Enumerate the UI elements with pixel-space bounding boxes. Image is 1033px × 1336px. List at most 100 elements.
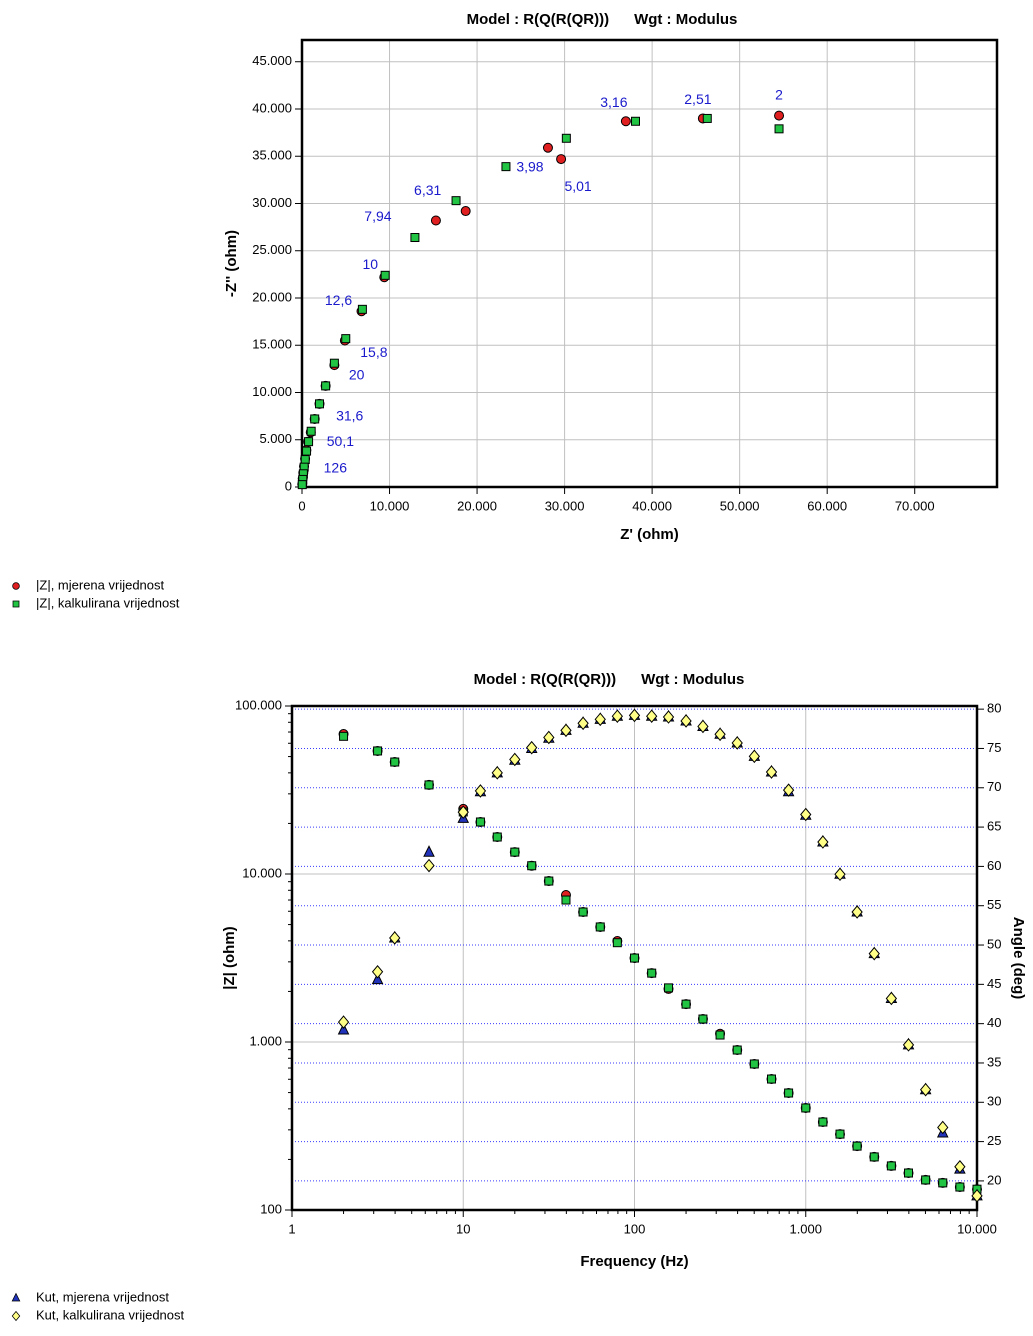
point <box>341 334 351 344</box>
point <box>767 1074 777 1084</box>
point <box>715 1030 725 1040</box>
x-axis-title: Z' (ohm) <box>620 526 679 543</box>
x-tick-label: 1.000 <box>789 1221 822 1236</box>
point <box>321 381 331 391</box>
y-tick-label: 20.000 <box>252 289 292 304</box>
y-tick-label: 100 <box>260 1201 282 1216</box>
y2-tick-label: 30 <box>987 1094 1001 1109</box>
point-label: 6,31 <box>414 182 441 198</box>
point <box>410 233 420 243</box>
point <box>423 858 435 873</box>
point <box>561 895 571 905</box>
point <box>11 1292 21 1302</box>
y-tick-label: 0 <box>285 478 292 493</box>
point-label: 15,8 <box>360 344 387 360</box>
point-label: 2 <box>775 86 783 102</box>
plot-frame <box>290 704 979 1212</box>
point-label: 50,1 <box>327 433 354 449</box>
point <box>556 154 567 165</box>
point <box>561 133 571 143</box>
point <box>389 931 401 945</box>
point <box>304 437 314 447</box>
point <box>451 196 461 206</box>
point <box>390 757 400 767</box>
point <box>731 736 743 750</box>
x-tick-label: 40.000 <box>632 498 672 513</box>
point <box>457 805 469 819</box>
point <box>800 807 812 822</box>
point <box>765 765 778 779</box>
point <box>315 399 325 409</box>
point <box>646 709 658 724</box>
point <box>337 1015 350 1029</box>
point <box>526 740 538 755</box>
point <box>424 780 434 790</box>
point <box>578 907 588 917</box>
point <box>749 1059 759 1069</box>
point <box>628 708 641 723</box>
point <box>474 784 487 798</box>
x-tick-label: 10 <box>456 1221 470 1236</box>
y-axis-title: -Z'' (ohm) <box>223 230 240 297</box>
point <box>302 446 312 456</box>
point <box>310 414 320 424</box>
y2-axis-title: Angle (deg) <box>1010 917 1027 1000</box>
point <box>697 719 709 734</box>
y2-tick-label: 70 <box>987 779 1001 794</box>
point-label: 7,94 <box>364 208 391 224</box>
y2-tick-label: 75 <box>987 740 1001 755</box>
y2-tick-label: 25 <box>987 1133 1001 1148</box>
point <box>620 116 631 127</box>
point <box>306 426 316 436</box>
point-label: 10 <box>362 256 378 272</box>
y2-tick-label: 65 <box>987 819 1001 834</box>
y2-tick-label: 55 <box>987 897 1001 912</box>
y2-tick-label: 80 <box>987 701 1001 716</box>
point <box>902 1038 915 1052</box>
point <box>297 480 307 490</box>
point <box>560 723 572 738</box>
y2-tick-label: 45 <box>987 976 1001 991</box>
point <box>774 110 785 121</box>
chart: 1 10 100 1.000 10.000 100 1.000 10.000 100.000 20… <box>11 671 1027 1322</box>
x-tick-label: 70.000 <box>895 498 935 513</box>
point <box>698 1014 708 1024</box>
point <box>647 968 657 978</box>
x-tick-label: 20.000 <box>457 498 497 513</box>
x-tick-label: 50.000 <box>720 498 760 513</box>
x-tick-label: 0 <box>298 498 305 513</box>
point <box>491 766 503 780</box>
point <box>430 215 441 226</box>
point <box>509 752 521 767</box>
legend-label: |Z|, mjerena vrijednost <box>36 577 165 592</box>
y-tick-label: 30.000 <box>252 195 292 210</box>
point <box>732 1045 742 1055</box>
chart-title: Model : R(Q(R(QR))) Wgt : Modulus <box>467 11 738 28</box>
point-label: 12,6 <box>325 292 352 308</box>
y-tick-label: 5.000 <box>259 431 292 446</box>
x-axis-title: Frequency (Hz) <box>580 1253 688 1270</box>
point <box>595 922 605 932</box>
point <box>527 861 537 871</box>
legend-label: |Z|, kalkulirana vrijednost <box>36 595 180 610</box>
point-label: 126 <box>324 460 348 476</box>
point <box>971 1189 983 1203</box>
point <box>852 1141 862 1151</box>
y-tick-label: 35.000 <box>252 148 292 163</box>
point <box>380 270 390 280</box>
x-tick-label: 10.000 <box>370 498 410 513</box>
chart: 0 10.000 20.000 30.000 40.000 50.000 60.000 70.… <box>12 11 999 610</box>
point <box>11 1310 21 1322</box>
y2-tick-label: 20 <box>987 1172 1001 1187</box>
point <box>423 845 435 857</box>
point <box>714 727 726 742</box>
point <box>544 876 554 886</box>
point <box>851 905 863 919</box>
point <box>834 867 846 882</box>
point <box>921 1175 931 1185</box>
point <box>630 953 639 963</box>
point <box>475 817 485 827</box>
y-tick-label: 10.000 <box>252 384 292 399</box>
